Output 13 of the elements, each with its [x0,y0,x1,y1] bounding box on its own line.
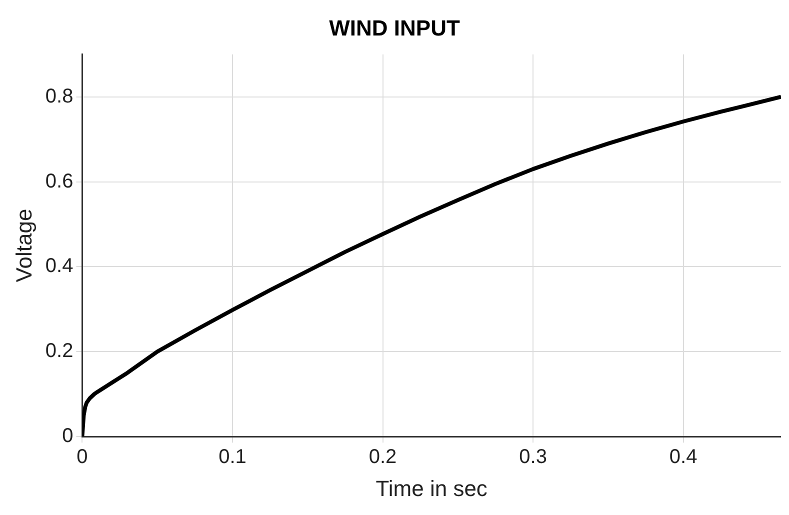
y-tick-label: 0.6 [45,170,74,192]
y-tick-label: 0.4 [45,255,74,278]
y-tick-label: 0.8 [45,85,74,108]
x-tick-label: 0.3 [519,446,547,468]
x-tick-label: 0.1 [218,446,246,468]
chart-title: WIND INPUT [329,15,460,40]
x-axis-title: Time in sec [376,476,488,501]
x-tick-label: 0 [76,446,88,468]
x-tick-label: 0.2 [368,446,397,468]
x-tick-label: 0.4 [669,446,698,468]
y-axis-title: Voltage [11,208,36,282]
y-tick-label: 0.2 [45,340,74,362]
y-tick-label: 0 [62,425,74,448]
